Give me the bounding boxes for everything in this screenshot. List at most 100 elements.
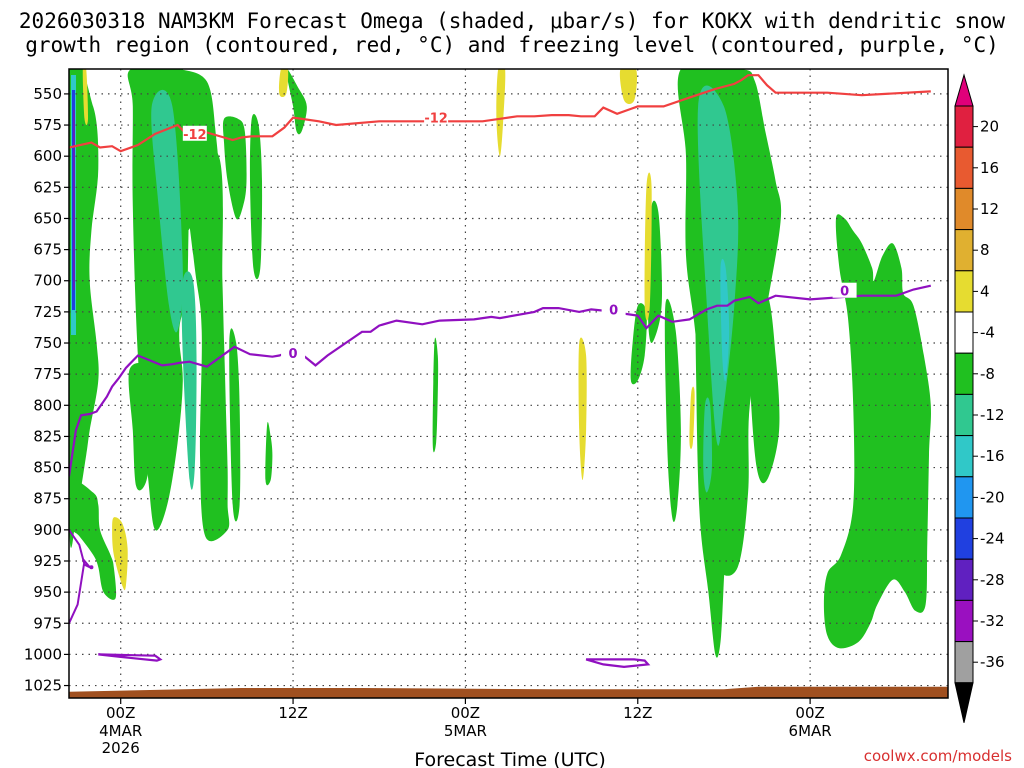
omega-positive-region-7 (689, 386, 695, 449)
y-tick-label-650: 650 (33, 209, 62, 227)
frz-label-2: 0 (601, 301, 626, 318)
colorbar-label--12: -12 (980, 406, 1005, 424)
colorbar-segment-3 (954, 229, 974, 272)
y-tick-label-975: 975 (33, 614, 62, 632)
omega-edge-purple (73, 110, 75, 290)
chart-title-line-2: growth region (contoured, red, °C) and f… (25, 33, 999, 57)
omega-region-19 (745, 274, 780, 484)
colorbar-label--4: -4 (980, 324, 995, 342)
dgz-label-1-text: -12 (183, 128, 207, 143)
y-tick-label-600: 600 (33, 147, 62, 165)
y-tick-label-850: 850 (33, 459, 62, 477)
colorbar-segment-4 (954, 270, 974, 313)
colorbar-label--36: -36 (980, 653, 1005, 671)
y-tick-label-925: 925 (33, 552, 62, 570)
x-tick-label-0: 00Z (106, 704, 135, 722)
omega-positive-region-4 (112, 517, 128, 591)
y-tick-label-575: 575 (33, 116, 62, 134)
y-tick-label-725: 725 (33, 303, 62, 321)
surface-terrain (69, 686, 948, 698)
y-tick-label-900: 900 (33, 521, 62, 539)
x-tick-date-4: 6MAR (789, 722, 832, 740)
colorbar: 20 16 12 8 4 -4 -8 -12 -16 -20 -24 -28 -32 -36 (954, 73, 1005, 723)
frz-label-1: 0 (281, 344, 306, 362)
colorbar-label--32: -32 (980, 612, 1005, 630)
chart-title-line-1: 2026030318 NAM3KM Forecast Omega (shaded… (19, 9, 1006, 33)
colorbar-segment-5 (954, 311, 974, 354)
omega-positive-region-6 (578, 337, 587, 480)
omega-positive-region-0 (82, 69, 89, 126)
omega-region-23 (823, 214, 931, 649)
x-tick-label-4: 00Z (795, 704, 824, 722)
omega-region-3 (151, 89, 183, 333)
omega-region-21 (720, 258, 730, 382)
dgz-label-2: -12 (424, 109, 449, 127)
colorbar-label-4: 4 (980, 282, 990, 300)
omega-region-9 (249, 113, 263, 280)
omega-region-12 (432, 337, 439, 453)
omega-positive-region-1 (278, 69, 289, 98)
colorbar-bottom-arrow (954, 682, 974, 723)
omega-region-16 (648, 200, 663, 343)
y-tick-label-950: 950 (33, 583, 62, 601)
omega-region-4 (181, 271, 197, 490)
frz-label-3-text: 0 (840, 285, 849, 300)
y-tick-label-675: 675 (33, 241, 62, 259)
credit-text: coolwx.com/models (864, 747, 1012, 765)
x-tick-label-1: 12Z (278, 704, 307, 722)
surface-ground (69, 686, 948, 698)
x-tick-label-3: 12Z (623, 704, 652, 722)
y-tick-label-1000: 1000 (24, 645, 62, 663)
y-tick-label-800: 800 (33, 396, 62, 414)
y-tick-label-700: 700 (33, 272, 62, 290)
y-tick-label-625: 625 (33, 178, 62, 196)
colorbar-label--20: -20 (980, 488, 1005, 506)
x-tick-date-2: 5MAR (444, 722, 487, 740)
freezing-level-loop-1 (585, 658, 651, 669)
frz-label-1-text: 0 (289, 347, 298, 362)
y-tick-label-550: 550 (33, 85, 62, 103)
y-tick-label-775: 775 (33, 365, 62, 383)
omega-positive-region-2 (496, 69, 506, 157)
colorbar-segment-7 (954, 393, 974, 437)
colorbar-label--16: -16 (980, 447, 1005, 465)
colorbar-label-12: 12 (980, 200, 999, 218)
colorbar-label--24: -24 (980, 530, 1005, 548)
colorbar-segment-11 (954, 558, 974, 601)
y-tick-label-825: 825 (33, 427, 62, 445)
frz-label-3: 0 (832, 282, 857, 300)
omega-positive-region-3 (619, 69, 638, 104)
omega-region-7 (222, 116, 247, 220)
y-tick-label-1025: 1025 (24, 677, 62, 695)
freezing-level-loop-0 (98, 653, 163, 662)
y-tick-label-750: 750 (33, 334, 62, 352)
contours: -12 -12 0 0 0 (69, 74, 932, 669)
freezing-level-dot (89, 565, 94, 570)
colorbar-segment-13 (954, 641, 974, 684)
omega-region-18 (664, 298, 681, 523)
y-axis: 550 575 600 625 650 675 700 725 750 775 800 825 850 8… (24, 85, 69, 695)
omega-region-11 (69, 478, 117, 600)
omega-region-1 (177, 146, 230, 542)
plot-frame (68, 68, 949, 699)
omega-positive-region-5 (644, 172, 652, 321)
colorbar-label--8: -8 (980, 365, 995, 383)
x-tick-label-2: 00Z (451, 704, 480, 722)
y-tick-label-875: 875 (33, 490, 62, 508)
dgz-label-1-bg (182, 125, 207, 141)
freezing-level-contour (69, 284, 932, 477)
plot-area: -12 -12 0 0 0 (69, 69, 948, 698)
frz-label-2-text: 0 (609, 303, 618, 318)
x-tick-year-0: 2026 (102, 739, 140, 757)
colorbar-label-16: 16 (980, 159, 999, 177)
omega-region-6 (128, 362, 152, 491)
dgz-label-1: -12 (182, 125, 207, 143)
x-tick-date-0: 4MAR (99, 722, 142, 740)
colorbar-label--28: -28 (980, 571, 1005, 589)
omega-region-13 (265, 421, 273, 486)
colorbar-segment-8 (954, 435, 974, 478)
x-axis-label: Forecast Time (UTC) (414, 749, 605, 768)
dgz-label-2-text: -12 (424, 112, 448, 127)
